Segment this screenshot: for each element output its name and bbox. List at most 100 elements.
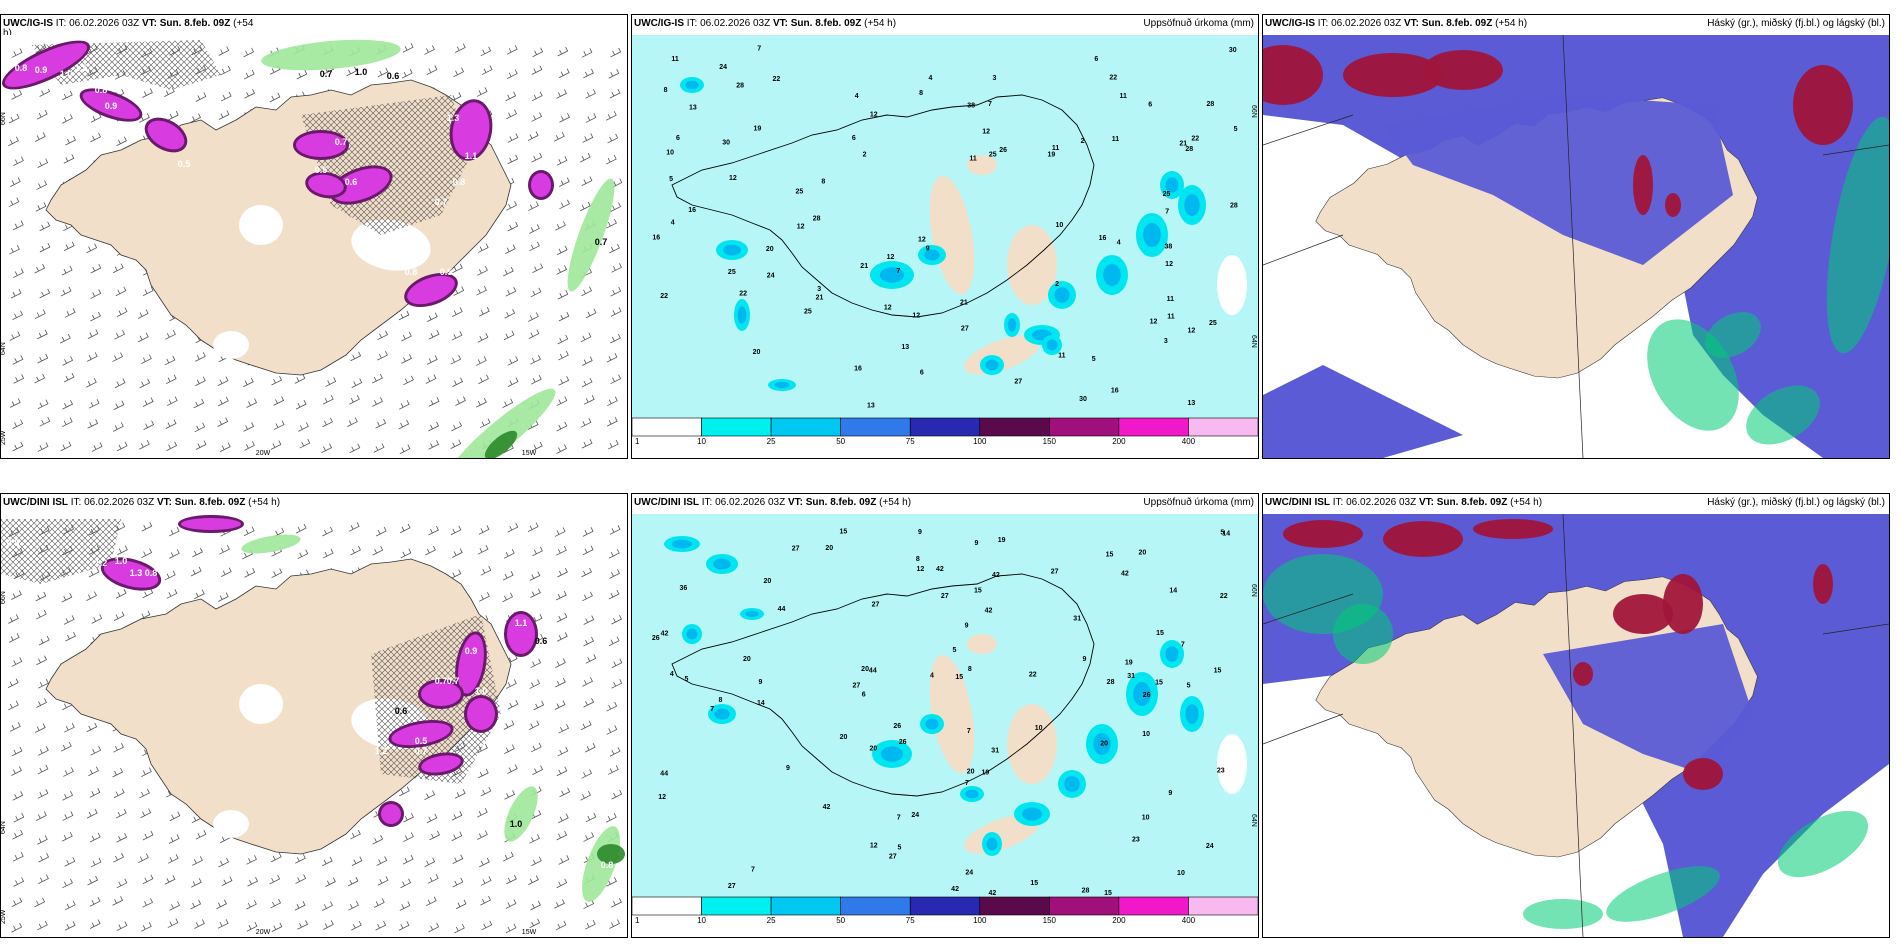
precip-value: 21 xyxy=(816,295,824,302)
colorbar-tick: 100 xyxy=(973,916,987,925)
precip-value: 8 xyxy=(719,697,723,704)
precip-25mm xyxy=(1133,681,1151,707)
precip-value: 0.7 xyxy=(595,237,608,247)
precip-value: 1.2 xyxy=(95,558,108,568)
precip-value: 4 xyxy=(928,75,932,82)
lat-label: 64N xyxy=(1,342,7,355)
precip-value: 1.5 xyxy=(75,63,88,73)
glacier-area xyxy=(239,205,283,245)
snow-area xyxy=(452,102,490,158)
mid-cloud-area xyxy=(1663,574,1703,634)
precip-value: 0.7 xyxy=(335,137,348,147)
precip-value: 20 xyxy=(870,745,878,752)
precip-value: 0.9 xyxy=(35,65,48,75)
precip-value: 0.8 xyxy=(145,568,158,578)
precip-value: 6 xyxy=(1148,102,1152,109)
rain-band xyxy=(504,786,538,842)
precip-value: 28 xyxy=(1206,101,1214,108)
domain-lines xyxy=(1263,35,1889,458)
precip-value: 28 xyxy=(1082,887,1090,894)
snow-area xyxy=(507,614,535,654)
mid-cloud-area xyxy=(1613,594,1673,634)
colorbar-tick: 100 xyxy=(973,437,987,446)
precip-value: 28 xyxy=(1185,146,1193,153)
colorbar-swatch xyxy=(1188,417,1258,437)
lat-label: 64N xyxy=(1,821,7,834)
precip-25mm xyxy=(1007,318,1017,332)
precip-value: 16 xyxy=(1099,235,1107,242)
snow-area xyxy=(4,43,88,87)
precip-value: 27 xyxy=(961,326,969,333)
precip-value: 12 xyxy=(982,129,990,136)
precip-25mm xyxy=(1054,287,1070,303)
colorbar-tick: 400 xyxy=(1182,916,1196,925)
precip-value: 21 xyxy=(860,263,868,270)
snow-area xyxy=(103,560,159,588)
precip-25mm xyxy=(672,539,692,549)
precip-value: 38 xyxy=(967,103,975,110)
snow-areas xyxy=(100,515,538,827)
precip-value: 30 xyxy=(1079,396,1087,403)
precip-value: 1.3 xyxy=(447,113,460,123)
mid-cloud-area xyxy=(1573,662,1593,686)
panel-subtitle: Uppsöfnuð úrkoma (mm) xyxy=(1143,18,1254,29)
precip-value: 25 xyxy=(795,189,803,196)
precip-value: 0.5 xyxy=(178,159,191,169)
precip-value: 15 xyxy=(1214,667,1222,674)
map xyxy=(1263,35,1889,458)
precip-value: 12 xyxy=(658,794,666,801)
precip-value: 0.8 xyxy=(95,85,108,95)
precip-value: 24 xyxy=(1206,843,1214,850)
precip-value: 24 xyxy=(965,870,973,877)
map: 0.8 0.91.31.01.50.80.90.60.7 1.0 0.60.51.30… xyxy=(1,35,627,458)
snow-area xyxy=(82,91,140,119)
glacier-area xyxy=(213,331,249,359)
precip-value: 26 xyxy=(1143,692,1151,699)
precip-value: 3 xyxy=(1164,338,1168,345)
precip-value: 5 xyxy=(1187,682,1191,689)
precip-value: 5 xyxy=(1234,126,1238,133)
precip-value: 20 xyxy=(743,656,751,663)
precip-value: 25 xyxy=(1209,320,1217,327)
dry-patch xyxy=(1007,225,1057,305)
precip-value: 5 xyxy=(897,844,901,851)
precip-value: 20 xyxy=(861,666,869,673)
precip-value: 11 xyxy=(969,155,977,162)
precip-value: 28 xyxy=(736,83,744,90)
panel-igs-precip-type: UWC/IG-IS IT: 06.02.2026 03Z VT: Sun. 8.… xyxy=(0,14,628,459)
precip-value: 9 xyxy=(965,622,969,629)
lat-label: 66N xyxy=(1,112,7,125)
precip-value: 0.5 xyxy=(415,736,428,746)
glacier-area xyxy=(239,684,283,724)
precip-value: 1.0 xyxy=(475,686,488,696)
low-cloud-area xyxy=(1746,385,1820,445)
rain-band xyxy=(484,430,518,458)
precip-value: 7 xyxy=(967,728,971,735)
precip-25mm xyxy=(723,244,741,256)
precip-value: 8 xyxy=(821,178,825,185)
precip-25mm xyxy=(881,746,903,762)
precip-value: 15 xyxy=(1030,880,1038,887)
precip-value: 7 xyxy=(897,815,901,822)
dry-patch xyxy=(929,175,975,295)
panel-title: UWC/DINI ISL IT: 06.02.2026 03Z VT: Sun.… xyxy=(1265,497,1543,508)
precip-value: 1.0 xyxy=(355,67,368,77)
precip-25mm xyxy=(925,718,939,730)
precip-25mm xyxy=(965,789,979,799)
map: 1527264236274282074210927727122731202320… xyxy=(632,514,1258,925)
lon-label: 20W xyxy=(256,450,271,457)
precip-value: 22 xyxy=(660,293,668,300)
precip-value: 12 xyxy=(884,304,892,311)
precip-value: 0.8 xyxy=(15,63,28,73)
precip-value: 12 xyxy=(1187,328,1195,335)
snow-area xyxy=(531,173,551,197)
panel-title: UWC/DINI ISL IT: 06.02.2026 03Z VT: Sun.… xyxy=(634,497,912,508)
precip-value: 4 xyxy=(930,673,934,680)
precip-value: 11 xyxy=(1052,145,1060,152)
precip-value: 22 xyxy=(1029,672,1037,679)
panel-igs-cloud: UWC/IG-IS IT: 06.02.2026 03Z VT: Sun. 8.… xyxy=(1262,14,1890,459)
precip-value: 1.1 xyxy=(465,151,478,161)
panel-dini-precip-type: UWC/DINI ISL IT: 06.02.2026 03Z VT: Sun.… xyxy=(0,493,628,938)
precip-25mm xyxy=(713,558,731,570)
precip-value: 12 xyxy=(729,175,737,182)
